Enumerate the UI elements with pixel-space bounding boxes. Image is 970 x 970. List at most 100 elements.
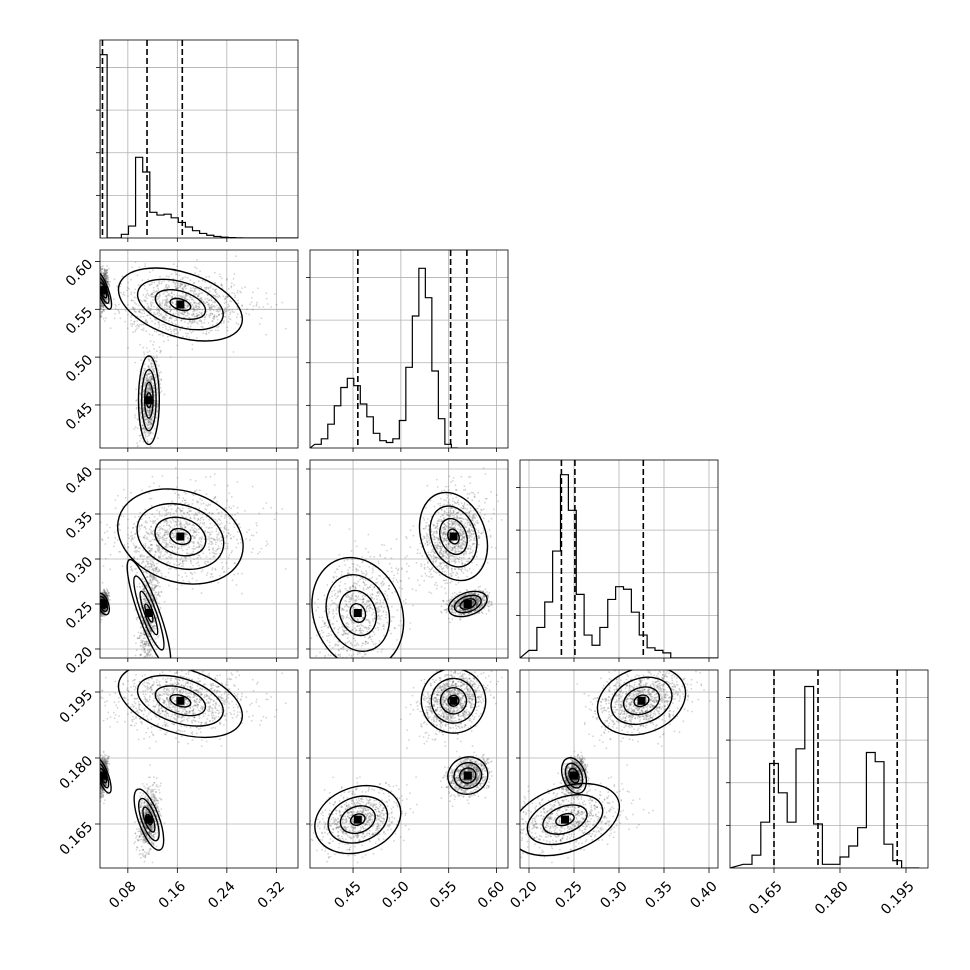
- sample-point: [214, 567, 216, 570]
- sample-point: [170, 330, 173, 333]
- sample-point: [171, 300, 173, 302]
- sample-point: [214, 496, 217, 498]
- sample-point: [194, 480, 197, 482]
- sample-point: [102, 305, 105, 307]
- sample-point: [186, 537, 189, 539]
- sample-point: [197, 314, 200, 316]
- sample-point: [224, 297, 227, 300]
- sample-point: [210, 306, 212, 308]
- sample-point: [198, 311, 201, 314]
- sample-point: [97, 602, 99, 604]
- sample-point: [208, 290, 211, 293]
- sample-point: [106, 265, 108, 267]
- sample-point: [168, 280, 170, 283]
- sample-point: [169, 512, 172, 514]
- sample-point: [142, 399, 145, 401]
- sample-point: [100, 618, 103, 621]
- sample-point: [147, 418, 149, 421]
- sample-point: [150, 391, 153, 393]
- sample-point: [183, 285, 186, 288]
- sample-point: [149, 445, 152, 448]
- sample-point: [224, 307, 227, 309]
- sample-point: [151, 533, 154, 536]
- sample-point: [101, 311, 103, 313]
- sample-point: [129, 535, 132, 538]
- sample-point: [189, 510, 191, 513]
- sample-point: [197, 302, 200, 305]
- sample-point: [191, 587, 194, 590]
- sample-point: [184, 533, 187, 536]
- sample-point: [207, 531, 210, 534]
- sample-point: [210, 533, 212, 536]
- sample-point: [189, 507, 192, 510]
- sample-point: [105, 279, 107, 281]
- sample-point: [150, 632, 153, 635]
- sample-point: [136, 550, 139, 553]
- y-tick-label-1-1: 0.50: [63, 352, 96, 385]
- sample-point: [256, 287, 259, 290]
- sample-point: [104, 272, 106, 274]
- sample-point: [100, 613, 103, 616]
- sample-point: [209, 552, 211, 555]
- sample-point: [212, 538, 215, 541]
- sample-point: [148, 409, 150, 412]
- sample-point: [146, 623, 148, 625]
- sample-point: [230, 300, 233, 303]
- sample-point: [153, 357, 156, 360]
- sample-point: [255, 303, 258, 306]
- sample-point: [235, 519, 237, 521]
- sample-point: [101, 268, 103, 271]
- sample-point: [147, 358, 150, 360]
- sample-point: [107, 599, 110, 602]
- sample-point: [160, 313, 163, 316]
- sample-point: [137, 418, 140, 421]
- sample-point: [180, 584, 183, 586]
- sample-point: [156, 518, 159, 520]
- sample-point: [101, 539, 104, 542]
- sample-point: [150, 422, 153, 425]
- sample-point: [162, 316, 164, 319]
- sample-point: [175, 568, 178, 571]
- sample-point: [168, 541, 171, 544]
- sample-point: [142, 407, 145, 410]
- sample-point: [196, 314, 198, 317]
- sample-point: [131, 325, 133, 328]
- sample-point: [201, 292, 204, 295]
- sample-point: [148, 408, 151, 411]
- sample-point: [158, 346, 161, 349]
- sample-point: [144, 543, 147, 545]
- sample-point: [105, 275, 108, 278]
- sample-point: [216, 520, 218, 522]
- sample-point: [216, 533, 219, 536]
- sample-point: [168, 326, 171, 328]
- sample-point: [236, 512, 239, 514]
- sample-point: [173, 536, 176, 538]
- sample-point: [213, 473, 216, 475]
- sample-point: [108, 283, 110, 286]
- sample-point: [106, 275, 108, 277]
- sample-point: [150, 293, 152, 296]
- sample-point: [100, 597, 103, 600]
- sample-point: [148, 377, 151, 380]
- sample-point: [195, 309, 198, 312]
- sample-point: [148, 533, 151, 536]
- sample-point: [139, 309, 142, 312]
- sample-point: [181, 576, 184, 578]
- sample-point: [98, 295, 100, 297]
- sample-point: [144, 521, 147, 524]
- sample-point: [147, 547, 150, 549]
- sample-point: [104, 608, 106, 611]
- sample-point: [219, 526, 222, 529]
- sample-point: [150, 301, 152, 303]
- sample-point: [175, 298, 178, 301]
- sample-point: [215, 291, 217, 294]
- sample-point: [148, 307, 151, 310]
- sample-point: [208, 305, 210, 307]
- sample-point: [98, 301, 100, 303]
- sample-point: [210, 297, 213, 299]
- sample-point: [130, 291, 133, 294]
- sample-point: [98, 280, 100, 282]
- sample-point: [228, 309, 231, 311]
- sample-point: [170, 309, 173, 311]
- sample-point: [114, 536, 117, 539]
